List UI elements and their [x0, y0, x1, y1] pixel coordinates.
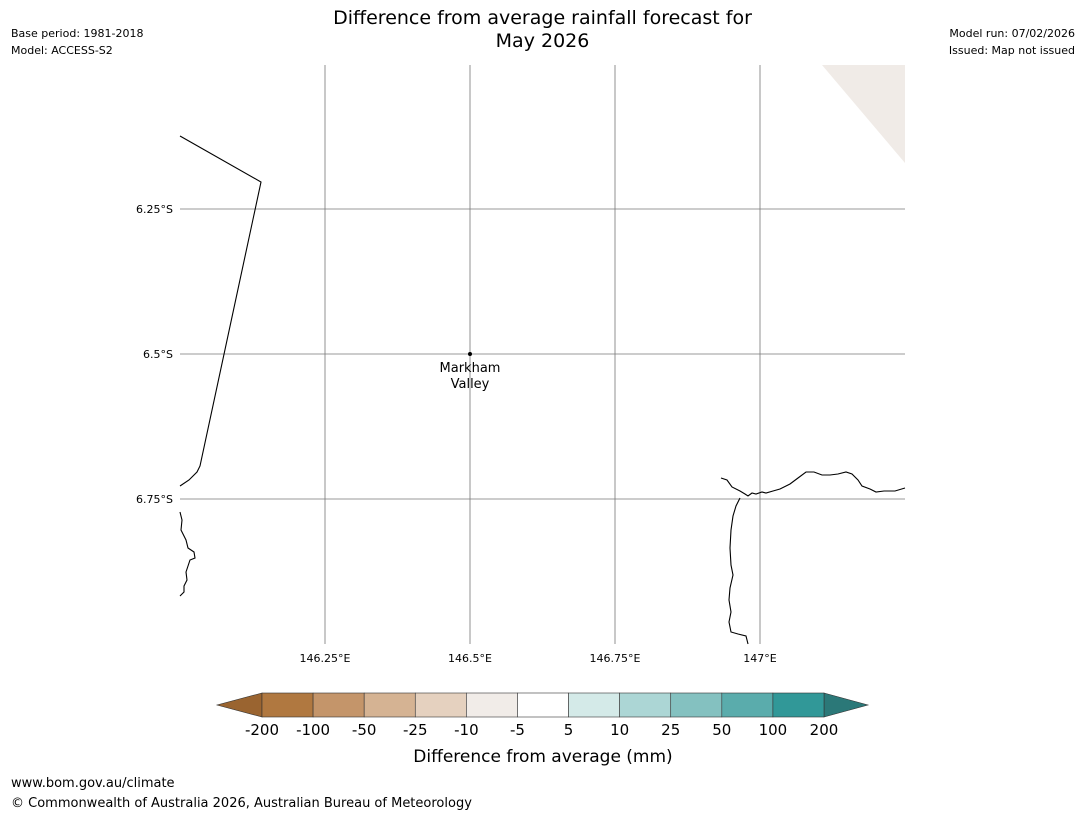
place-label-line1: Markham	[440, 361, 501, 376]
footer: www.bom.gov.au/climate © Commonwealth of…	[11, 774, 472, 814]
colorbar-segment	[517, 692, 569, 718]
lat-label: 6.25°S	[136, 203, 173, 216]
colorbar-over-arrow	[823, 692, 870, 718]
colorbar: -200 -100 -50 -25 -10 -5 5 10 25 50 100 200	[215, 692, 870, 739]
lon-label: 146.5°E	[448, 652, 492, 665]
colorbar-segment	[363, 692, 416, 718]
colorbar-tick-label: 10	[610, 721, 629, 739]
lon-label: 146.75°E	[590, 652, 641, 665]
colorbar-tick-label: -25	[403, 721, 428, 739]
lat-label: 6.5°S	[143, 348, 173, 361]
title-line-1: Difference from average rainfall forecas…	[333, 7, 752, 29]
meta-left: Base period: 1981-2018 Model: ACCESS-S2	[11, 25, 143, 59]
colorbar-tick-label: 100	[759, 721, 788, 739]
colorbar-segment	[312, 692, 365, 718]
colorbar-segment	[721, 692, 774, 718]
title-line-2: May 2026	[495, 30, 590, 52]
colorbar-under-arrow	[215, 692, 263, 718]
colorbar-tick-label: -200	[245, 721, 279, 739]
forecast-shading	[822, 65, 905, 163]
place-marker-icon	[468, 352, 472, 356]
gridlines	[180, 65, 905, 644]
colorbar-tick-label: -5	[510, 721, 525, 739]
colorbar-tick-label: 50	[712, 721, 731, 739]
footer-copyright: © Commonwealth of Australia 2026, Austra…	[11, 796, 472, 811]
coast-east-south	[728, 497, 749, 645]
lon-label: 147°E	[743, 652, 776, 665]
coastline	[179, 135, 906, 645]
colorbar-segment	[261, 692, 314, 718]
meta-right: Model run: 07/02/2026 Issued: Map not is…	[949, 25, 1075, 59]
colorbar-segment	[568, 692, 620, 718]
colorbar-tick-label: 200	[810, 721, 839, 739]
model-run: Model run: 07/02/2026	[949, 27, 1075, 40]
colorbar-segment	[414, 692, 467, 718]
colorbar-tick-label: -100	[296, 721, 330, 739]
model-name: Model: ACCESS-S2	[11, 44, 113, 57]
colorbar-tick-label: -10	[454, 721, 479, 739]
colorbar-tick-label: -50	[352, 721, 377, 739]
issued-status: Issued: Map not issued	[948, 44, 1075, 57]
coast-east	[720, 471, 906, 497]
colorbar-segment	[619, 692, 672, 718]
lat-label: 6.75°S	[136, 493, 173, 506]
colorbar-segment	[670, 692, 723, 718]
colorbar-title: Difference from average (mm)	[413, 747, 672, 767]
border-line	[179, 135, 262, 487]
colorbar-segment	[466, 692, 518, 718]
footer-url: www.bom.gov.au/climate	[11, 776, 175, 791]
coast-west	[179, 511, 196, 597]
colorbar-tick-label: 25	[661, 721, 680, 739]
colorbar-segment	[772, 692, 825, 718]
lon-label: 146.25°E	[300, 652, 351, 665]
colorbar-tick-label: 5	[564, 721, 574, 739]
map-title: Difference from average rainfall forecas…	[0, 7, 1085, 53]
place-label-line2: Valley	[451, 377, 490, 392]
base-period: Base period: 1981-2018	[11, 27, 144, 40]
